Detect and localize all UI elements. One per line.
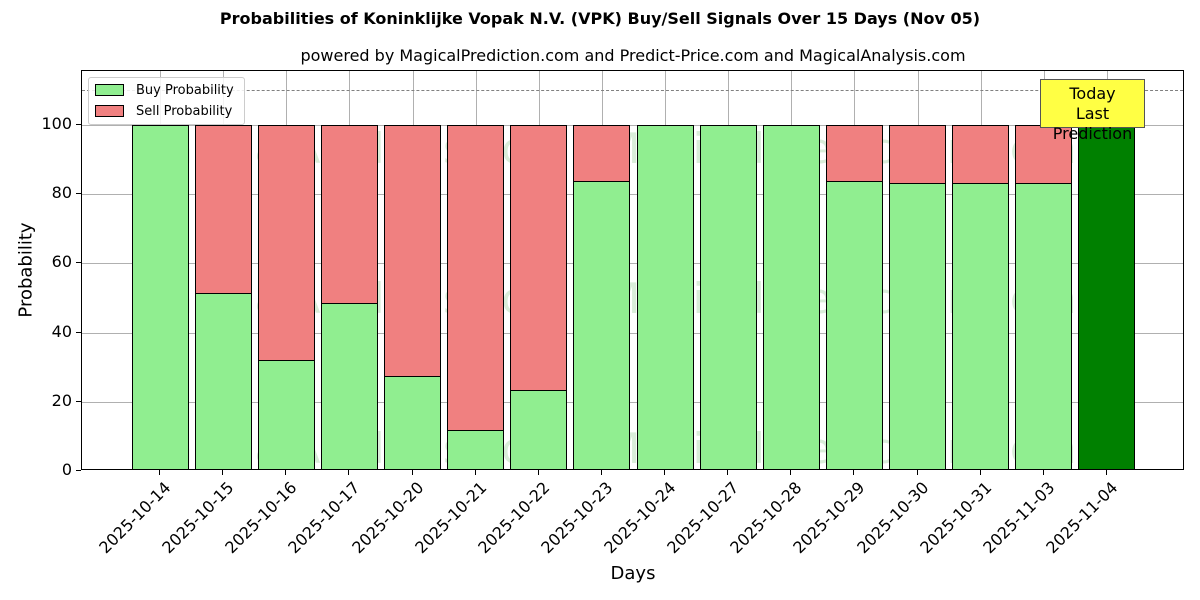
sell-segment bbox=[384, 125, 442, 378]
buy-segment bbox=[131, 125, 189, 469]
y-tick-label: 0 bbox=[61, 460, 72, 479]
legend-label-buy: Buy Probability bbox=[136, 82, 234, 98]
legend: Buy Probability Sell Probability bbox=[88, 77, 245, 125]
bar-2025-10-23 bbox=[573, 71, 631, 469]
legend-label-sell: Sell Probability bbox=[136, 103, 233, 119]
x-tick-mark bbox=[1042, 470, 1044, 475]
bar-2025-10-20 bbox=[384, 71, 442, 469]
sell-segment bbox=[320, 125, 378, 305]
x-axis-title: Days bbox=[610, 563, 656, 584]
y-tick-label: 80 bbox=[51, 183, 72, 203]
y-tick-label: 20 bbox=[51, 390, 72, 410]
today-annotation: Today Last Prediction bbox=[1040, 79, 1145, 143]
y-tick-label: 60 bbox=[51, 252, 72, 272]
x-tick-mark bbox=[727, 470, 729, 475]
y-tick-mark bbox=[76, 124, 81, 125]
sell-segment bbox=[257, 125, 315, 361]
sell-swatch-icon bbox=[95, 105, 124, 117]
buy-segment bbox=[889, 183, 947, 469]
y-tick-mark bbox=[76, 400, 81, 402]
buy-segment bbox=[699, 125, 757, 469]
bar-2025-11-03 bbox=[1015, 71, 1073, 469]
y-tick-mark bbox=[76, 470, 81, 471]
x-tick-mark bbox=[916, 470, 918, 475]
sell-segment bbox=[573, 125, 631, 183]
bar-2025-10-30 bbox=[889, 71, 947, 469]
bar-2025-10-14 bbox=[131, 71, 189, 469]
buy-segment bbox=[1015, 183, 1073, 469]
chart-subtitle: powered by MagicalPrediction.com and Pre… bbox=[300, 46, 966, 65]
gridline-horizontal bbox=[82, 194, 1183, 196]
gridline-horizontal bbox=[82, 263, 1183, 265]
reference-dashed-line bbox=[82, 90, 1183, 92]
buy-segment bbox=[320, 303, 378, 469]
buy-segment bbox=[384, 376, 442, 469]
x-tick-mark bbox=[979, 470, 981, 475]
buy-segment bbox=[825, 181, 883, 469]
bar-2025-11-04 bbox=[1078, 71, 1136, 469]
bar-2025-10-17 bbox=[320, 71, 378, 469]
bar-2025-10-31 bbox=[952, 71, 1010, 469]
buy-segment bbox=[510, 389, 568, 469]
bar-2025-10-24 bbox=[636, 71, 694, 469]
x-tick-mark bbox=[411, 470, 413, 475]
legend-item-sell: Sell Probability bbox=[95, 102, 232, 120]
buy-segment bbox=[762, 125, 820, 469]
sell-segment bbox=[194, 125, 252, 294]
buy-segment bbox=[1078, 125, 1136, 469]
y-tick-label: 100 bbox=[41, 114, 72, 133]
x-tick-mark bbox=[159, 470, 160, 475]
sell-segment bbox=[510, 125, 568, 391]
x-tick-mark bbox=[790, 470, 792, 475]
x-tick-mark bbox=[348, 470, 350, 475]
annotation-line-1: Today bbox=[1069, 84, 1116, 103]
bar-2025-10-21 bbox=[447, 71, 505, 469]
x-tick-mark bbox=[664, 470, 666, 475]
sell-segment bbox=[447, 125, 505, 431]
x-tick-mark bbox=[853, 470, 855, 475]
x-tick-mark bbox=[222, 470, 224, 475]
buy-segment bbox=[447, 429, 505, 469]
sell-segment bbox=[825, 125, 883, 183]
buy-segment bbox=[636, 125, 694, 469]
y-tick-mark bbox=[76, 331, 81, 333]
buy-segment bbox=[573, 181, 631, 469]
y-tick-label: 40 bbox=[51, 321, 72, 341]
buy-segment bbox=[194, 292, 252, 469]
x-tick-mark bbox=[285, 470, 287, 475]
buy-segment bbox=[257, 359, 315, 469]
plot-area: MagicalAnalysis.comMagicalPrediction.com… bbox=[81, 70, 1184, 470]
x-tick-mark bbox=[1105, 470, 1107, 475]
bar-2025-10-28 bbox=[762, 71, 820, 469]
buy-swatch-icon bbox=[95, 84, 124, 96]
x-tick-mark bbox=[537, 470, 539, 475]
y-tick-mark bbox=[76, 262, 81, 264]
sell-segment bbox=[1015, 125, 1073, 185]
y-tick-mark bbox=[76, 193, 81, 195]
bar-2025-10-15 bbox=[194, 71, 252, 469]
x-tick-mark bbox=[600, 470, 602, 475]
gridline-horizontal bbox=[82, 401, 1183, 403]
bar-2025-10-22 bbox=[510, 71, 568, 469]
y-axis-title: Probability bbox=[15, 222, 37, 318]
chart-title: Probabilities of Koninklijke Vopak N.V. … bbox=[219, 9, 981, 28]
gridline-horizontal bbox=[82, 125, 1183, 126]
gridline-horizontal bbox=[82, 332, 1183, 334]
sell-segment bbox=[952, 125, 1010, 185]
x-tick-mark bbox=[474, 470, 476, 475]
bar-2025-10-16 bbox=[257, 71, 315, 469]
buy-segment bbox=[952, 183, 1010, 469]
bar-2025-10-29 bbox=[825, 71, 883, 469]
legend-item-buy: Buy Probability bbox=[95, 81, 234, 99]
annotation-line-2: Last Prediction bbox=[1052, 104, 1133, 143]
sell-segment bbox=[889, 125, 947, 185]
bar-2025-10-27 bbox=[699, 71, 757, 469]
